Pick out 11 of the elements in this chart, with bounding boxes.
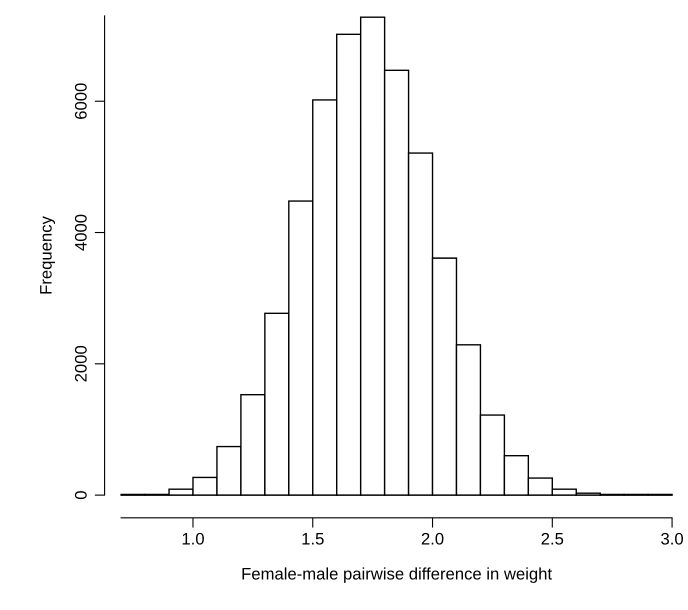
x-tick-label: 2.5 <box>542 532 564 545</box>
x-tick-label: 2.0 <box>422 532 444 545</box>
x-tick-label: 3.0 <box>661 532 684 545</box>
y-axis-title: Frequency <box>40 216 56 294</box>
x-tick-label: 1.0 <box>182 532 204 545</box>
y-tick-label: 0 <box>74 491 87 500</box>
x-axis-title: Female-male pairwise difference in weight <box>242 567 552 583</box>
x-tick-label: 1.5 <box>302 533 324 545</box>
y-tick-label: 6000 <box>74 83 87 119</box>
y-tick-label: 4000 <box>74 214 87 251</box>
y-tick-label: 2000 <box>74 346 87 382</box>
